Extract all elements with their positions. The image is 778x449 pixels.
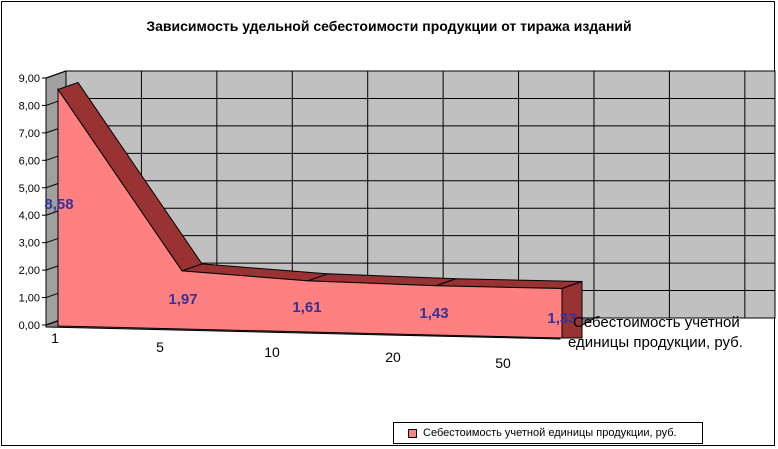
data-label: 1,33 — [547, 310, 576, 327]
data-label: 8,58 — [44, 196, 73, 213]
series-axis-label: Себестоимость учетной — [573, 314, 740, 331]
x-tick-label: 50 — [495, 355, 511, 371]
area-front-face — [57, 87, 563, 339]
y-tick-label: 8,00 — [19, 100, 40, 112]
gridline-side — [45, 70, 67, 79]
chart-title: Зависимость удельной себестоимости проду… — [146, 18, 632, 34]
legend-entry: Себестоимость учетной единицы продукции,… — [423, 427, 677, 439]
y-tick-label: 7,00 — [19, 128, 40, 140]
series-axis-label-line2: единицы продукции, руб. — [568, 334, 743, 351]
y-tick-label: 5,00 — [19, 183, 40, 195]
x-tick-label: 10 — [264, 344, 280, 360]
y-tick-label: 3,00 — [19, 238, 40, 250]
x-tick-label: 1 — [51, 330, 59, 346]
legend: Себестоимость учетной единицы продукции,… — [393, 422, 703, 444]
x-tick-label: 5 — [156, 339, 164, 355]
x-tick-label: 20 — [385, 349, 401, 365]
data-label: 1,43 — [419, 305, 448, 322]
y-tick-label: 9,00 — [19, 73, 40, 85]
legend-swatch — [408, 428, 417, 438]
y-tick-label: 2,00 — [19, 265, 40, 277]
data-label: 1,61 — [292, 299, 321, 316]
y-tick-label: 1,00 — [19, 293, 40, 305]
y-tick-label: 0,00 — [19, 320, 40, 332]
y-tick-label: 4,00 — [19, 210, 40, 222]
data-label: 1,97 — [168, 291, 197, 308]
y-tick-label: 6,00 — [19, 155, 40, 167]
